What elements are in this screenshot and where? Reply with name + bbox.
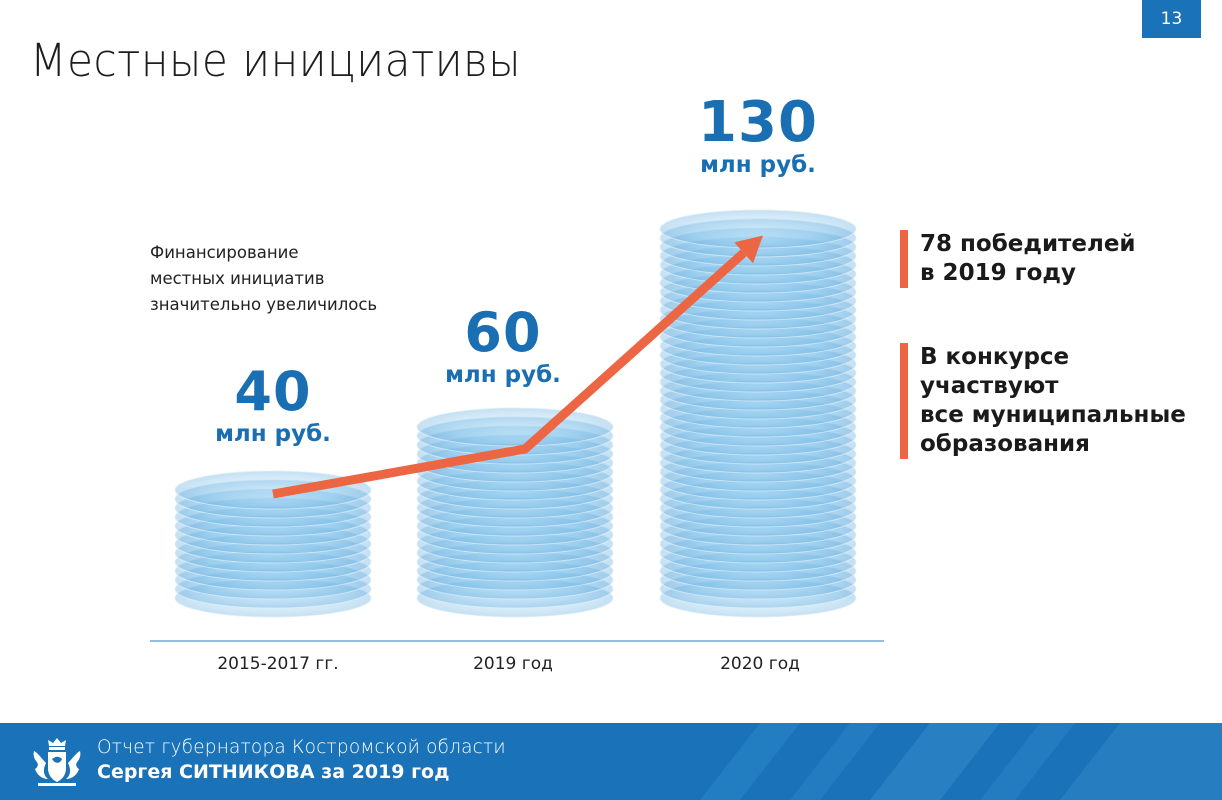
fact-participants-line-1: В конкурсе <box>920 344 1070 370</box>
fact-winners-line-1: 78 победителей <box>920 231 1136 257</box>
page-number: 13 <box>1142 0 1201 38</box>
fact-participants-line-3: все муниципальные <box>920 402 1186 428</box>
fact-winners: 78 победителей в 2019 году <box>900 230 1136 288</box>
note-line-3: значительно увеличилось <box>150 295 378 314</box>
bar-2 <box>416 407 614 618</box>
footer-stripes <box>700 723 1222 800</box>
trend-arrowhead <box>734 235 763 264</box>
page-title: Местные инициативы <box>30 34 522 87</box>
footer-report-title: Отчет губернатора Костромской области <box>97 737 506 758</box>
x-tick-label-3: 2020 год <box>720 654 800 674</box>
note-line-1: Финансирование <box>150 243 299 262</box>
value-unit-1: млн руб. <box>215 421 331 447</box>
fact-participants-line-4: образования <box>920 431 1090 457</box>
footer-banner: Отчет губернатора Костромской области Се… <box>0 723 1222 800</box>
coat-of-arms-icon <box>33 738 81 786</box>
footer-governor-name: Сергея СИТНИКОВА за 2019 год <box>97 761 450 783</box>
x-tick-label-1: 2015-2017 гг. <box>217 654 339 674</box>
x-tick-label-2: 2019 год <box>473 654 553 674</box>
fact-participants-line-2: участвуют <box>920 373 1059 399</box>
fact-participants: В конкурсе участвуют все муниципальные о… <box>900 343 1186 459</box>
value-unit-3: млн руб. <box>700 152 816 178</box>
value-label-3: 130 млн руб. <box>658 95 858 179</box>
trend-line <box>272 249 747 499</box>
chart-note: Финансирование местных инициатив значите… <box>150 240 377 318</box>
fact-winners-line-2: в 2019 году <box>920 260 1076 286</box>
bar-1 <box>174 470 372 618</box>
bars-layer <box>174 209 857 618</box>
value-number-1: 40 <box>234 360 312 423</box>
value-label-1: 40 млн руб. <box>173 364 373 448</box>
value-label-2: 60 млн руб. <box>403 305 603 389</box>
value-unit-2: млн руб. <box>445 362 561 388</box>
note-line-2: местных инициатив <box>150 269 325 288</box>
value-number-2: 60 <box>464 301 542 364</box>
trend-layer <box>272 235 763 499</box>
value-number-3: 130 <box>698 90 818 155</box>
bar-3 <box>659 209 857 618</box>
funding-chart <box>150 209 884 642</box>
